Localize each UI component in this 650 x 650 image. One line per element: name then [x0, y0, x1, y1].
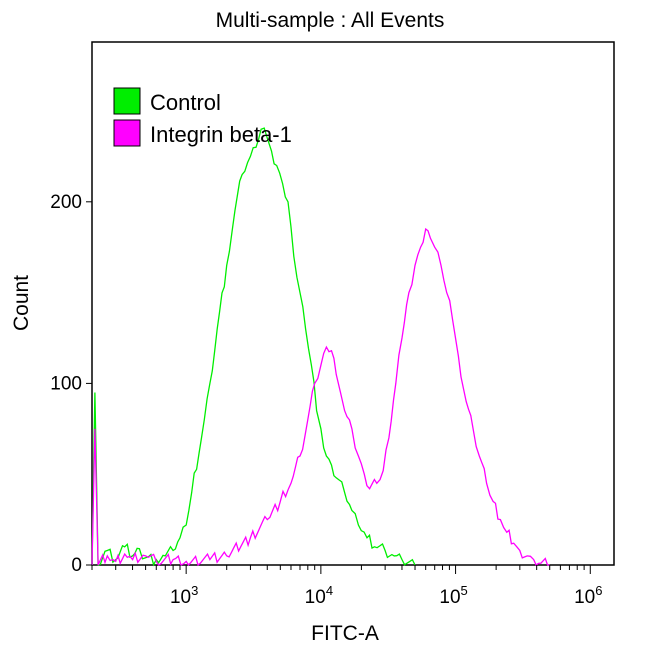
x-tick-label: 105	[439, 583, 467, 608]
chart-title: Multi-sample : All Events	[216, 9, 445, 32]
series-line-integrin-beta-1	[91, 227, 550, 567]
x-axis: 103 104 105 106	[91, 565, 602, 608]
y-axis: 0 100 200	[50, 192, 92, 576]
x-tick-label: 104	[305, 583, 333, 608]
series-layer	[91, 127, 550, 567]
legend-swatch	[113, 87, 141, 115]
y-tick-label: 200	[50, 192, 82, 213]
x-tick-label: 106	[574, 583, 602, 608]
plot-area	[91, 41, 615, 567]
legend-label: Integrin beta-1	[150, 122, 292, 147]
legend: Control Integrin beta-1	[113, 87, 292, 147]
legend-swatch	[113, 119, 141, 147]
y-tick-label: 0	[71, 555, 82, 576]
plot-frame	[91, 41, 615, 566]
series-line-control	[91, 127, 416, 567]
y-axis-label: Count	[10, 275, 33, 331]
y-tick-label: 100	[50, 373, 82, 394]
x-axis-label: FITC-A	[311, 622, 379, 645]
x-tick-label: 103	[170, 583, 198, 608]
legend-label: Control	[150, 90, 221, 115]
